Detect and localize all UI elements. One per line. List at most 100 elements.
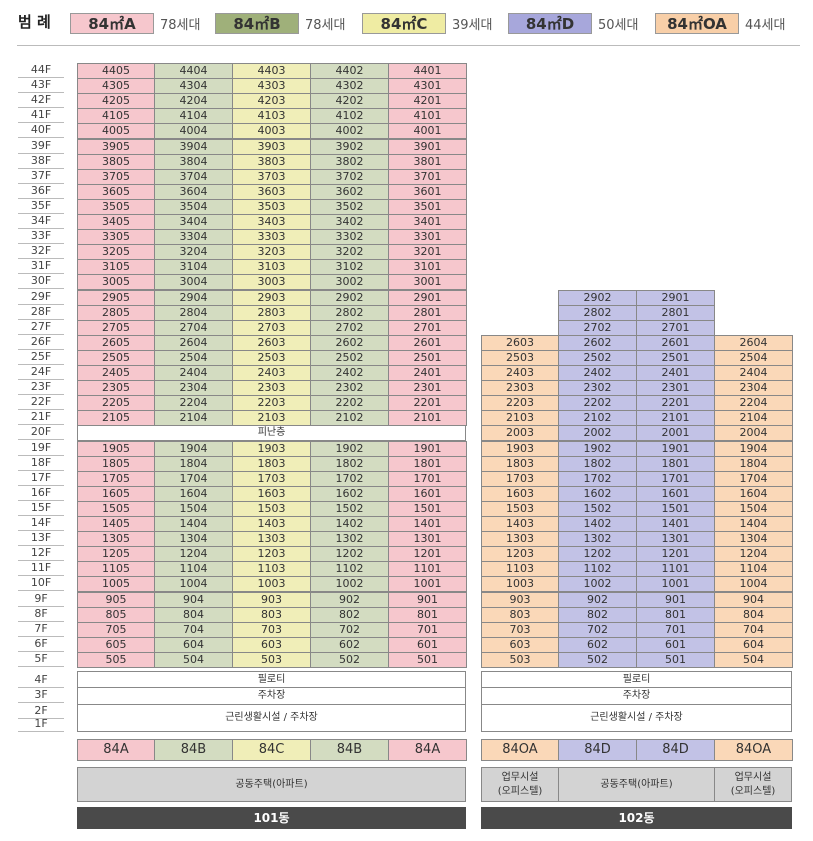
unit-cell: 2805 <box>77 304 155 321</box>
unit-cell: 2605 <box>77 334 155 351</box>
unit-cell: 2404 <box>154 365 233 381</box>
unit-cell: 1904 <box>154 440 233 457</box>
unit-cell: 1203 <box>481 546 559 563</box>
floor-label: 27F <box>18 320 64 335</box>
unit-cell: 1705 <box>77 470 155 487</box>
unit-cell: 4302 <box>310 78 389 95</box>
floor-label: 25F <box>18 350 64 365</box>
unit-cell: 1304 <box>714 531 793 548</box>
unit-cell: 1804 <box>714 455 793 472</box>
unit-cell: 2604 <box>714 334 793 351</box>
unit-cell: 4104 <box>154 108 233 125</box>
unit-cell: 3605 <box>77 183 155 200</box>
unit-cell: 2304 <box>154 380 233 397</box>
floor-label: 35F <box>18 199 64 214</box>
floor-label: 1F <box>18 717 64 732</box>
unit-cell: 2505 <box>77 349 155 366</box>
unit-cell: 1002 <box>558 576 637 593</box>
legend-swatch: 84㎡C <box>362 12 446 34</box>
unit-cell: 4403 <box>232 63 311 79</box>
floor-label: 26F <box>18 335 64 350</box>
floor-label: 37F <box>18 169 64 184</box>
unit-cell: 505 <box>77 651 155 668</box>
unit-cell: 1203 <box>232 546 311 563</box>
unit-cell: 1003 <box>232 576 311 593</box>
unit-cell: 2105 <box>77 410 155 427</box>
unit-cell: 2502 <box>310 349 389 366</box>
floor-label: 6F <box>18 637 64 652</box>
unit-cell: 2901 <box>636 289 715 306</box>
unit-cell: 2501 <box>388 349 467 366</box>
unit-cell: 1201 <box>388 546 467 563</box>
floor-label: 20F <box>18 425 64 441</box>
unit-cell: 802 <box>558 606 637 623</box>
legend-swatch: 84㎡B <box>215 12 299 34</box>
floor-label: 12F <box>18 546 64 562</box>
unit-cell: 903 <box>481 591 559 608</box>
legend-label: 84㎡A <box>88 14 136 33</box>
unit-cell: 3103 <box>232 259 311 276</box>
unit-cell: 3101 <box>388 259 467 276</box>
unit-cell: 1602 <box>310 485 389 502</box>
unit-cell: 902 <box>310 591 389 608</box>
unit-cell: 3301 <box>388 229 467 246</box>
unit-cell: 2202 <box>558 395 637 412</box>
unit-cell: 2404 <box>714 365 793 381</box>
unit-cell: 3903 <box>232 138 311 155</box>
building-label: 101동 <box>77 807 466 829</box>
floor-label: 34F <box>18 214 64 229</box>
legend-label: 84㎡D <box>525 14 575 33</box>
legend-item: 84㎡C 39세대 <box>362 10 492 36</box>
unit-cell: 4402 <box>310 63 389 79</box>
unit-cell: 1901 <box>388 440 467 457</box>
unit-cell: 501 <box>388 651 467 668</box>
unit-cell: 3402 <box>310 214 389 230</box>
unit-cell: 2401 <box>388 365 467 381</box>
unit-cell: 2703 <box>232 319 311 336</box>
floor-label: 36F <box>18 184 64 199</box>
floor-label: 29F <box>18 290 64 305</box>
unit-cell: 1005 <box>77 576 155 593</box>
unit-cell: 2103 <box>232 410 311 427</box>
unit-cell: 4102 <box>310 108 389 125</box>
unit-cell: 701 <box>636 621 715 638</box>
unit-cell: 3702 <box>310 168 389 185</box>
unit-cell: 3303 <box>232 229 311 246</box>
unit-cell: 1105 <box>77 561 155 578</box>
unit-cell: 2003 <box>481 425 559 442</box>
unit-cell: 4203 <box>232 93 311 110</box>
unit-cell: 4001 <box>388 123 467 140</box>
floor-label: 2F <box>18 704 64 719</box>
unit-cell: 1603 <box>481 485 559 502</box>
unit-cell: 2004 <box>714 425 793 442</box>
unit-cell: 3505 <box>77 198 155 215</box>
unit-cell: 1702 <box>310 470 389 487</box>
unit-cell: 1202 <box>558 546 637 563</box>
unit-cell: 1503 <box>481 500 559 517</box>
unit-cell: 1504 <box>714 500 793 517</box>
legend-count: 39세대 <box>452 17 493 33</box>
unit-cell: 1401 <box>388 516 467 532</box>
unit-cell: 3901 <box>388 138 467 155</box>
unit-cell: 2302 <box>558 380 637 397</box>
unit-cell: 1202 <box>310 546 389 563</box>
unit-cell: 1903 <box>481 440 559 457</box>
unit-cell: 3205 <box>77 244 155 261</box>
unit-cell: 2801 <box>388 304 467 321</box>
unit-cell: 2103 <box>481 410 559 427</box>
unit-cell: 1404 <box>714 516 793 532</box>
floor-label: 28F <box>18 305 64 320</box>
unit-cell: 702 <box>310 621 389 638</box>
pilotis-cell: 필로티 <box>481 671 792 688</box>
unit-cell: 2405 <box>77 365 155 381</box>
unit-cell: 3902 <box>310 138 389 155</box>
unit-cell: 1903 <box>232 440 311 457</box>
unit-cell: 1502 <box>558 500 637 517</box>
unit-cell: 3203 <box>232 244 311 261</box>
unit-cell: 601 <box>636 636 715 653</box>
unit-cell: 2905 <box>77 289 155 306</box>
unit-cell: 2201 <box>388 395 467 412</box>
unit-cell: 2803 <box>232 304 311 321</box>
floor-label: 4F <box>18 673 64 688</box>
unit-cell: 904 <box>714 591 793 608</box>
